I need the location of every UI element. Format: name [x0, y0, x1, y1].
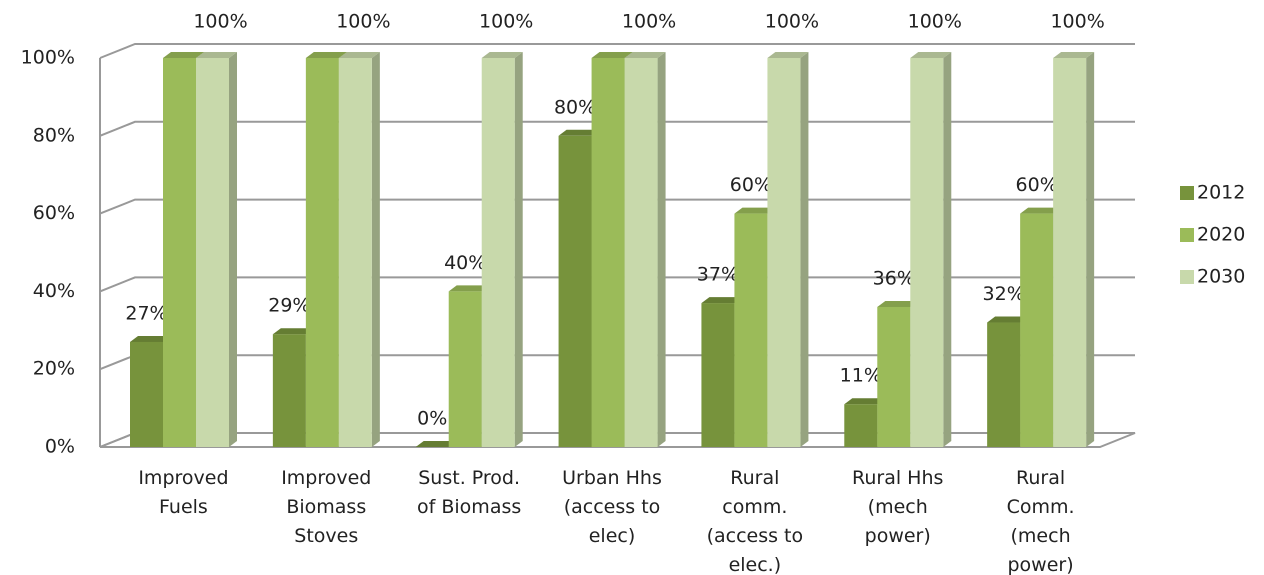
bar-front	[196, 58, 229, 447]
bar-front	[844, 404, 878, 447]
bar	[1053, 52, 1095, 447]
value-label: 36%	[873, 267, 915, 289]
y-tick-label: 80%	[33, 124, 75, 146]
value-label: 100%	[193, 11, 247, 33]
value-label: 80%	[554, 96, 596, 118]
bar-top	[844, 398, 886, 405]
value-label: 0%	[417, 408, 447, 430]
y-tick-label: 20%	[33, 358, 75, 380]
legend-label: 2030	[1197, 266, 1245, 288]
bar-front	[701, 303, 735, 447]
x-tick-label: Rural comm. (access to elec.)	[707, 467, 804, 575]
x-tick-label: Rural Hhs (mech power)	[852, 467, 943, 547]
bar-top	[910, 52, 952, 58]
value-label: 37%	[697, 264, 739, 286]
bar-front	[767, 58, 801, 447]
value-label: 100%	[479, 11, 533, 33]
value-label: 11%	[840, 365, 882, 387]
bar	[481, 52, 523, 447]
bar-front	[163, 58, 196, 447]
bar-top	[272, 328, 314, 335]
bar-top	[591, 52, 633, 58]
x-tick-label: Rural Comm. (mech power)	[1007, 467, 1075, 575]
bar-front	[1053, 58, 1087, 447]
bar-front	[877, 306, 911, 447]
bar-top	[130, 335, 171, 342]
bar-front	[910, 58, 944, 447]
bar-side	[1086, 52, 1095, 447]
bar-front	[305, 58, 339, 447]
bar-top	[558, 129, 600, 136]
bar-top	[481, 52, 523, 58]
value-label: 100%	[622, 11, 676, 33]
bar-front	[1020, 213, 1054, 447]
bar-top	[987, 316, 1029, 323]
bar-side	[514, 52, 523, 447]
bar	[338, 52, 380, 447]
bar-top	[338, 52, 380, 58]
bar-front	[448, 291, 482, 447]
legend-label: 2012	[1197, 182, 1245, 204]
value-label: 40%	[444, 252, 486, 274]
value-label: 100%	[1050, 11, 1104, 33]
x-tick-label: Improved Fuels	[138, 467, 228, 518]
bar-top	[305, 52, 347, 58]
bar	[910, 52, 952, 447]
bar-front	[338, 58, 372, 447]
legend-swatch	[1180, 270, 1194, 284]
bar-front	[558, 135, 592, 448]
bar-top	[624, 52, 666, 58]
legend-swatch	[1180, 228, 1194, 242]
bar-top	[448, 285, 490, 292]
y-tick-label: 40%	[33, 280, 75, 302]
value-label: 100%	[908, 11, 962, 33]
value-label: 29%	[268, 295, 310, 317]
bar-front	[130, 341, 163, 447]
value-label: 100%	[765, 11, 819, 33]
x-tick-label: Urban Hhs (access to elec)	[562, 467, 662, 547]
bar-front	[591, 58, 625, 447]
bar-side	[371, 52, 380, 447]
bar-top	[415, 441, 457, 447]
legend-swatch	[1180, 186, 1194, 200]
value-label: 27%	[125, 302, 167, 324]
grid-line	[99, 43, 1135, 59]
bar-top	[163, 52, 204, 58]
bar-side	[800, 52, 809, 447]
bar-top	[701, 297, 743, 304]
y-tick-label: 100%	[21, 47, 75, 69]
bar-side	[229, 52, 237, 447]
value-label: 60%	[1016, 174, 1058, 196]
value-label: 100%	[336, 11, 390, 33]
bar-front	[481, 58, 515, 447]
bar-side	[943, 52, 952, 447]
bar-top	[877, 300, 919, 307]
bar-top	[1020, 207, 1062, 214]
bar	[844, 398, 886, 447]
y-tick-label: 0%	[45, 436, 75, 458]
bar-front	[987, 322, 1021, 447]
x-tick-label: Sust. Prod. of Biomass	[417, 467, 521, 518]
bar	[196, 52, 237, 447]
value-label: 60%	[730, 174, 772, 196]
bar-top	[734, 207, 776, 214]
legend-label: 2020	[1197, 224, 1245, 246]
bar	[415, 441, 457, 447]
value-label: 32%	[983, 283, 1025, 305]
bar	[624, 52, 666, 447]
bar-front	[734, 213, 768, 447]
bar-front	[272, 334, 306, 447]
x-tick-label: Improved Biomass Stoves	[281, 467, 371, 547]
bar-side	[657, 52, 666, 447]
bar-top	[196, 52, 237, 58]
bar-top	[767, 52, 809, 58]
bar-top	[1053, 52, 1095, 58]
bar	[767, 52, 809, 447]
y-tick-label: 60%	[33, 202, 75, 224]
bar-front	[624, 58, 658, 447]
